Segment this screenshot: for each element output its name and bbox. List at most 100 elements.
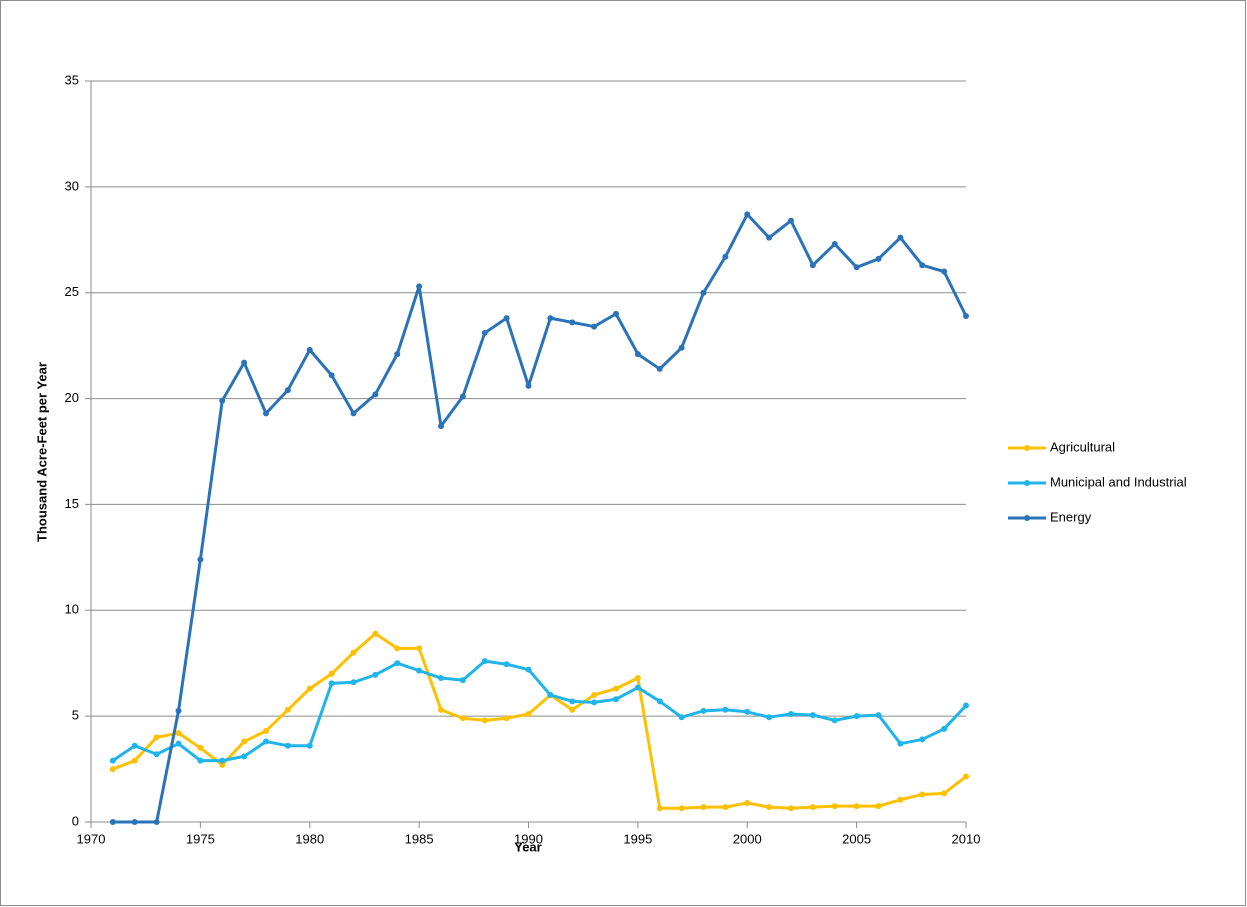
point — [875, 803, 882, 810]
point — [853, 803, 860, 810]
point — [766, 234, 773, 241]
point — [941, 268, 948, 275]
x-tick-label: 1980 — [295, 831, 324, 846]
point — [722, 706, 729, 713]
point — [284, 387, 291, 394]
point — [788, 217, 794, 224]
point — [591, 699, 598, 706]
point — [525, 711, 532, 718]
y-axis-title: Thousand Acre-Feet per Year — [34, 362, 49, 542]
point — [547, 315, 554, 322]
series-line — [112, 212, 968, 824]
point — [744, 708, 751, 715]
point — [219, 397, 226, 404]
x-tick-label: 1975 — [186, 831, 215, 846]
series-line — [112, 659, 968, 763]
point — [591, 691, 598, 698]
y-tick-label: 25 — [65, 284, 79, 299]
point — [503, 315, 510, 322]
point — [416, 283, 423, 290]
point — [394, 660, 401, 667]
point — [153, 751, 160, 758]
x-tick-label: 2010 — [952, 831, 981, 846]
point — [459, 393, 466, 400]
point — [328, 680, 335, 687]
point — [722, 804, 729, 811]
point — [656, 365, 663, 372]
point — [175, 740, 182, 747]
point — [678, 805, 685, 812]
point — [372, 630, 379, 637]
point — [372, 391, 379, 398]
point — [875, 712, 882, 719]
point — [722, 253, 729, 260]
point — [416, 645, 423, 652]
point — [438, 675, 444, 682]
point — [700, 804, 707, 811]
point — [109, 757, 116, 764]
point — [197, 556, 204, 563]
point — [569, 698, 576, 705]
point — [284, 706, 291, 713]
point — [263, 727, 269, 734]
point — [263, 410, 269, 417]
point — [547, 691, 554, 698]
point — [525, 666, 532, 673]
point — [766, 804, 773, 811]
point — [263, 738, 269, 745]
point — [394, 351, 401, 358]
point — [416, 667, 423, 674]
legend-marker — [1024, 480, 1030, 486]
point — [744, 211, 751, 218]
point — [831, 717, 838, 724]
point — [700, 707, 707, 714]
point — [634, 684, 641, 691]
point — [591, 323, 598, 330]
point — [438, 706, 444, 713]
point — [788, 711, 794, 718]
point — [525, 382, 532, 389]
point — [153, 819, 160, 825]
point — [613, 310, 619, 317]
point — [394, 645, 401, 652]
point — [656, 698, 663, 705]
point — [831, 241, 838, 248]
x-axis-title: Year — [514, 839, 541, 854]
point — [963, 313, 969, 320]
point — [328, 372, 335, 379]
point — [241, 359, 248, 366]
point — [350, 649, 357, 656]
point — [481, 717, 488, 724]
legend-marker — [1024, 515, 1030, 521]
x-tick-label: 2000 — [733, 831, 762, 846]
point — [175, 707, 182, 714]
point — [897, 796, 904, 803]
point — [678, 714, 685, 721]
point — [788, 805, 794, 812]
y-tick-label: 30 — [65, 178, 79, 193]
x-tick-label: 1990 — [514, 831, 543, 846]
y-tick-label: 20 — [65, 390, 79, 405]
point — [175, 730, 182, 737]
point — [919, 791, 926, 798]
y-tick-label: 10 — [65, 602, 79, 617]
point — [284, 742, 291, 749]
point — [613, 685, 619, 692]
point — [219, 757, 226, 764]
point — [241, 753, 248, 760]
point — [197, 757, 204, 764]
point — [634, 675, 641, 682]
point — [678, 344, 685, 351]
y-tick-label: 35 — [65, 72, 79, 87]
point — [613, 696, 619, 703]
point — [350, 410, 357, 417]
point — [481, 658, 488, 665]
point — [897, 740, 904, 747]
point — [306, 742, 313, 749]
x-tick-label: 1995 — [623, 831, 652, 846]
legend-label: Energy — [1050, 509, 1092, 524]
point — [372, 671, 379, 678]
point — [919, 736, 926, 743]
